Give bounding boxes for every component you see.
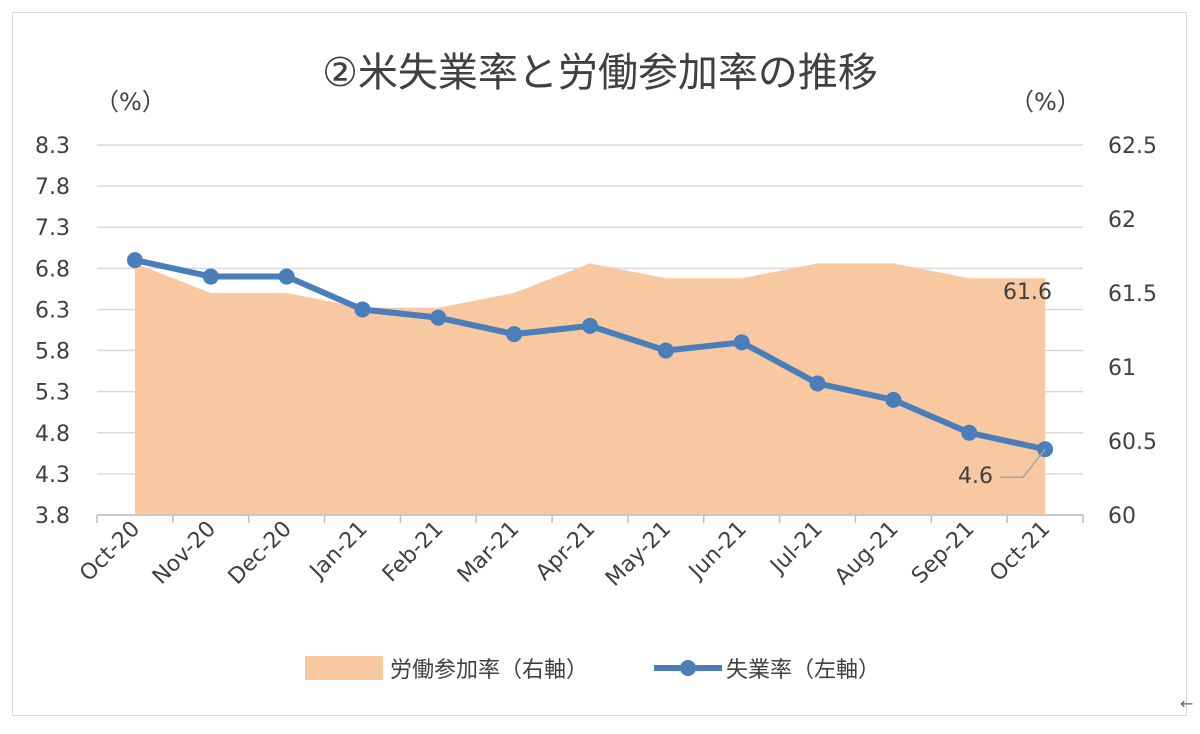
left-axis-unit: （%） [95, 88, 166, 116]
unemployment-last-label: 4.6 [958, 464, 993, 489]
x-axis-tick-label: Feb-21 [378, 517, 449, 588]
unemployment-points [126, 252, 1054, 458]
left-axis-tick-label: 7.3 [35, 216, 70, 241]
left-axis-tick-label: 7.8 [35, 175, 70, 200]
unemployment-point [430, 309, 447, 326]
unemployment-point [506, 326, 523, 343]
legend-label-area: 労働参加率（右軸） [390, 658, 588, 683]
x-axis-tick-label: Sep-21 [907, 517, 979, 589]
unemployment-point [582, 317, 598, 334]
right-axis-tick-label: 62 [1108, 208, 1136, 233]
right-axis-tick-label: 61 [1108, 356, 1136, 381]
x-axis-tick-label: Dec-20 [224, 517, 297, 590]
x-axis-tick-label: Apr-21 [531, 517, 600, 586]
left-axis-tick-label: 8.3 [35, 134, 70, 159]
x-axis-tick-label: Nov-20 [148, 517, 221, 590]
right-axis-tick-label: 61.5 [1108, 282, 1157, 307]
unemployment-point [278, 268, 295, 285]
x-axis-labels: Oct-20 Nov-20 Dec-20 Jan-21 Feb-21 Mar-21 Apr-… [75, 517, 1055, 592]
right-axis-unit: （%） [1010, 88, 1081, 116]
left-axis-tick-label: 5.3 [35, 381, 70, 406]
unemployment-label-leader [1000, 448, 1046, 478]
unemployment-point [657, 342, 674, 359]
unemployment-point [354, 301, 371, 318]
right-axis-tick-label: 60.5 [1108, 430, 1157, 455]
corner-arrow-icon: ← [1180, 694, 1194, 713]
x-axis-tick-label: Aug-21 [830, 517, 903, 590]
legend-swatch-marker [680, 660, 696, 676]
unemployment-point [126, 252, 143, 269]
unemployment-point [885, 391, 902, 408]
left-axis-tick-label: 3.8 [35, 504, 70, 529]
participation-last-label: 61.6 [1003, 280, 1052, 305]
chart-frame [12, 12, 1187, 716]
annotations: 61.6 4.6 [958, 280, 1052, 489]
unemployment-point [961, 424, 978, 441]
legend-swatch-area [305, 656, 383, 680]
legend: 労働参加率（右軸） 失業率（左軸） [305, 656, 880, 683]
left-axis-tick-label: 5.8 [35, 340, 70, 365]
left-axis-tick-label: 6.3 [35, 298, 70, 323]
x-axis-tick-label: Mar-21 [453, 517, 524, 588]
right-axis-ticks: 62.5 62 61.5 61 60.5 60 [1108, 134, 1157, 529]
unemployment-point [733, 334, 750, 351]
chart-title: ②米失業率と労働参加率の推移 [322, 50, 878, 96]
unemployment-point [809, 375, 826, 392]
participation-rate-area [134, 263, 1046, 515]
left-axis-tick-label: 4.3 [35, 463, 70, 488]
x-axis-tick-label: Oct-21 [985, 517, 1055, 587]
legend-label-line: 失業率（左軸） [726, 658, 880, 683]
x-axis-tick-label: May-21 [601, 517, 676, 592]
unemployment-point [202, 268, 219, 285]
right-axis-tick-label: 62.5 [1108, 134, 1157, 159]
x-axis-tick-label: Jun-21 [683, 517, 752, 586]
axes [96, 514, 1084, 523]
left-axis-ticks: 8.3 7.8 7.3 6.8 6.3 5.8 5.3 4.8 4.3 3.8 [35, 134, 70, 529]
x-axis-tick-label: Jul-21 [765, 517, 828, 580]
x-axis-tick-label: Oct-20 [75, 517, 145, 587]
left-axis-tick-label: 4.8 [35, 422, 70, 447]
x-axis-tick-label: Jan-21 [304, 517, 372, 585]
left-axis-tick-label: 6.8 [35, 257, 70, 282]
right-axis-tick-label: 60 [1108, 504, 1136, 529]
